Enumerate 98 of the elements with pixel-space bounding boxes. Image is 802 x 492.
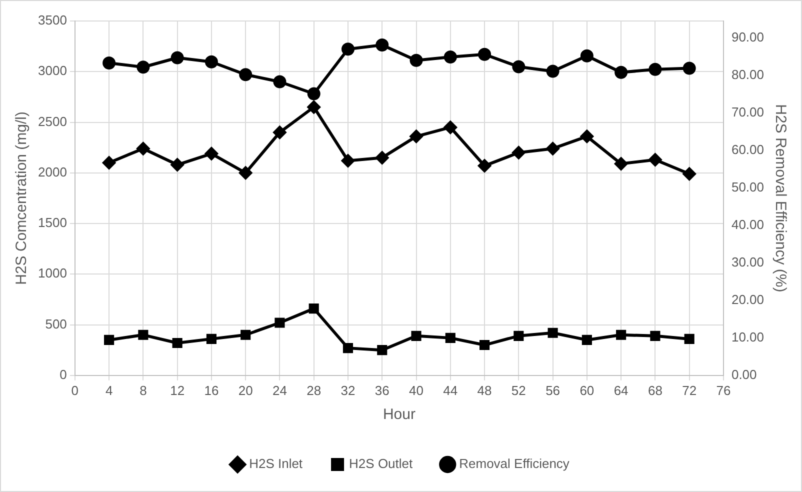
point <box>410 130 423 143</box>
point <box>684 334 694 344</box>
legend-label: H2S Inlet <box>249 456 303 472</box>
point <box>614 66 628 79</box>
x-tick-label: 32 <box>340 382 356 398</box>
y2-tick-label: 40.00 <box>731 216 764 232</box>
point <box>136 142 150 156</box>
point <box>648 62 662 76</box>
x-tick-label: 12 <box>170 382 185 398</box>
point <box>546 142 560 156</box>
y2-axis-title: H2S Removal Efficiency (%) <box>772 104 789 292</box>
legend-label: H2S Outlet <box>349 456 414 472</box>
point <box>136 60 150 74</box>
point <box>616 330 626 340</box>
point <box>410 54 423 67</box>
x-tick-label: 28 <box>306 382 322 398</box>
y-tick-label: 2500 <box>38 114 67 129</box>
point <box>411 330 422 341</box>
x-tick-label: 20 <box>238 382 253 398</box>
point <box>307 87 320 100</box>
y-tick-label: 0 <box>60 366 67 382</box>
x-tick-label: 16 <box>204 382 219 398</box>
x-tick-label: 60 <box>580 382 594 398</box>
point <box>307 100 320 114</box>
x-tick-label: 64 <box>614 382 628 398</box>
point <box>512 60 526 74</box>
point <box>444 50 457 64</box>
point <box>138 330 148 340</box>
y2-tick-label: 0.00 <box>731 366 757 382</box>
point <box>204 147 218 160</box>
point <box>206 334 216 344</box>
y2-tick-label: 60.00 <box>731 142 764 157</box>
point <box>274 318 285 328</box>
point <box>102 156 116 170</box>
y-tick-label: 1500 <box>38 215 67 230</box>
point <box>104 334 114 345</box>
y-tick-label: 3500 <box>38 12 67 28</box>
point <box>682 167 696 180</box>
point <box>478 159 492 172</box>
x-axis-title: Hour <box>382 406 416 424</box>
point <box>273 126 286 139</box>
point <box>445 332 456 343</box>
y2-tick-label: 80.00 <box>731 66 764 82</box>
point <box>546 64 560 78</box>
point <box>172 338 182 348</box>
point <box>204 55 218 68</box>
x-tick-label: 72 <box>682 382 697 398</box>
point <box>582 334 592 345</box>
x-tick-label: 0 <box>71 382 79 398</box>
point <box>614 157 628 170</box>
point <box>478 48 492 61</box>
point <box>512 146 526 160</box>
point <box>377 345 388 356</box>
point <box>444 120 457 134</box>
point <box>170 158 184 172</box>
x-tick-label: 4 <box>105 382 113 398</box>
y-tick-label: 1000 <box>38 266 67 281</box>
point <box>514 330 524 341</box>
y-tick-label: 3000 <box>38 63 67 78</box>
point <box>580 49 594 62</box>
y-axis-title: H2S Comcentration (mg/l) <box>13 112 30 285</box>
point <box>342 343 354 354</box>
point <box>239 68 252 82</box>
x-tick-label: 8 <box>140 382 147 398</box>
point <box>341 154 354 168</box>
point <box>479 340 490 350</box>
x-tick-label: 24 <box>272 382 287 398</box>
point <box>650 330 660 341</box>
point <box>239 166 252 180</box>
point <box>170 51 184 64</box>
x-tick-label: 40 <box>409 382 424 398</box>
y-tick-label: 2000 <box>38 164 67 180</box>
x-tick-label: 44 <box>443 382 458 398</box>
point <box>341 42 354 56</box>
point <box>273 75 286 88</box>
y2-tick-label: 20.00 <box>731 292 764 307</box>
y2-tick-label: 70.00 <box>731 104 764 120</box>
point <box>376 38 389 52</box>
point <box>682 62 696 75</box>
y2-tick-label: 90.00 <box>731 29 764 44</box>
point <box>580 130 594 143</box>
point <box>376 151 389 164</box>
x-tick-label: 48 <box>477 382 492 398</box>
point <box>648 153 662 166</box>
x-tick-label: 52 <box>511 382 526 398</box>
x-tick-label: 56 <box>546 382 560 398</box>
y-tick-label: 500 <box>45 316 67 332</box>
x-tick-label: 76 <box>716 382 731 398</box>
x-tick-label: 68 <box>648 382 662 398</box>
legend-label: Removal Efficiency <box>459 456 570 472</box>
point <box>240 330 251 340</box>
point <box>548 328 558 338</box>
y2-tick-label: 30.00 <box>731 254 764 270</box>
point <box>308 304 319 314</box>
x-tick-label: 36 <box>374 382 390 398</box>
point <box>102 56 116 70</box>
y2-tick-label: 50.00 <box>731 179 764 194</box>
y2-tick-label: 10.00 <box>731 329 764 344</box>
